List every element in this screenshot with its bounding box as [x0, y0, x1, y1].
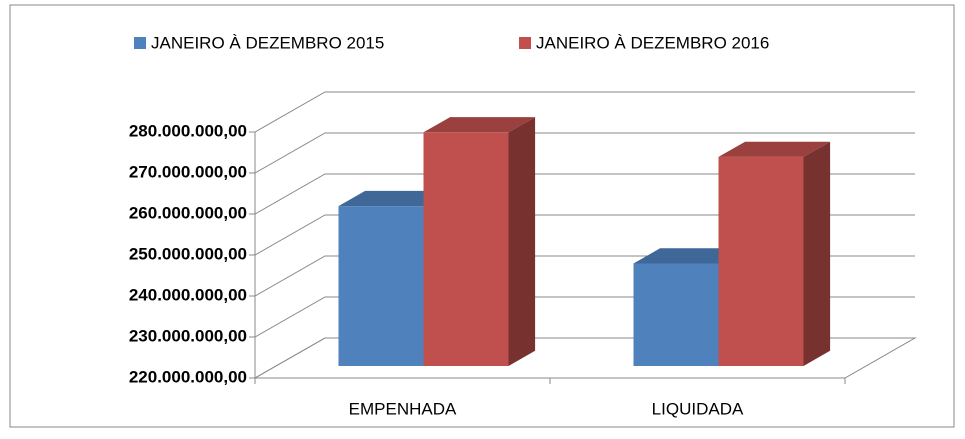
- y-tick-label: 280.000.000,00: [129, 121, 247, 140]
- grid-line: [249, 132, 915, 174]
- legend-label: JANEIRO À DEZEMBRO 2015: [151, 33, 384, 52]
- bar-top: [423, 117, 536, 133]
- grid-line: [249, 337, 915, 379]
- bar-side: [508, 117, 536, 366]
- bar-top: [633, 248, 746, 264]
- y-tick-label: 270.000.000,00: [129, 162, 247, 181]
- bar: [718, 141, 831, 366]
- y-tick-label: 220.000.000,00: [129, 367, 247, 386]
- x-tick-label: LIQUIDADA: [652, 399, 744, 418]
- legend-label: JANEIRO À DEZEMBRO 2016: [536, 33, 769, 52]
- y-tick-label: 260.000.000,00: [129, 203, 247, 222]
- bar-top: [338, 190, 451, 207]
- bar-top: [718, 141, 831, 157]
- bar-front: [633, 263, 719, 366]
- y-tick-label: 240.000.000,00: [129, 285, 247, 304]
- legend-swatch: [134, 37, 146, 49]
- y-tick-label: 250.000.000,00: [129, 244, 247, 263]
- grid-line: [249, 91, 915, 133]
- grid-line: [249, 173, 915, 215]
- grid-line: [249, 214, 915, 256]
- bar-front: [718, 156, 804, 366]
- bar-front: [423, 132, 509, 366]
- legend-swatch: [519, 37, 531, 49]
- x-tick-label: EMPENHADA: [349, 399, 457, 418]
- grid-line: [249, 296, 915, 338]
- bar-front: [338, 206, 424, 366]
- bar-side: [803, 141, 831, 366]
- bar: [423, 117, 536, 366]
- y-tick-label: 230.000.000,00: [129, 326, 247, 345]
- grid-line: [249, 255, 915, 297]
